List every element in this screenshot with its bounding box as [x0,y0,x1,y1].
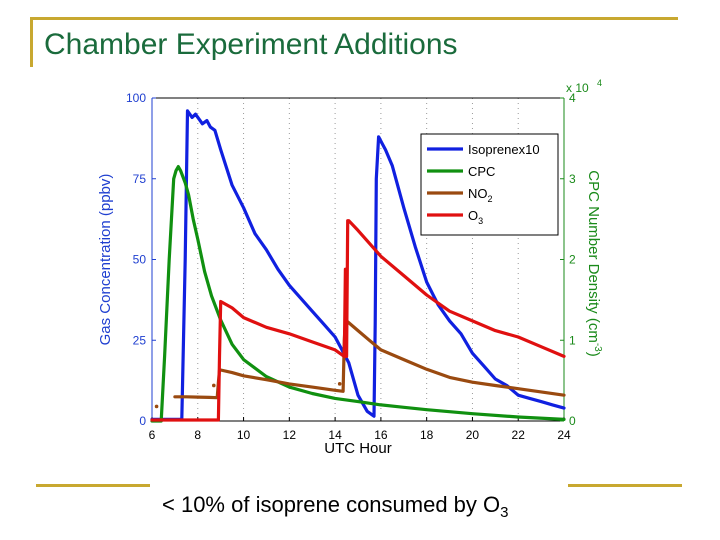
x-tick-label: 14 [328,428,342,442]
y-right-tick-label: 1 [569,333,576,347]
title-left-rule [30,17,33,67]
x-tick-label: 22 [512,428,526,442]
y-right-tick-label: 2 [569,253,576,267]
caption-subscript: 3 [500,504,509,521]
series-point-no2-dot [337,382,342,386]
legend-label: NO2 [468,186,493,204]
x-tick-label: 10 [237,428,251,442]
x-axis-title: UTC Hour [324,440,392,457]
y-right-title-superscript: -3 [592,343,603,352]
slide-title: Chamber Experiment Additions [44,28,458,61]
x-tick-label: 12 [283,428,297,442]
legend-label: Isoprenex10 [468,142,540,157]
y-left-tick-label: 75 [133,172,147,186]
y-left-axis-title: Gas Concentration (ppbv) [97,174,114,346]
legend-label-text: Isoprenex10 [468,142,540,157]
x-tick-label: 24 [557,428,571,442]
legend-label-text: CPC [468,164,495,179]
title-top-rule [30,17,678,20]
x-tick-label: 8 [194,428,201,442]
legend-label: O3 [468,208,483,226]
x-tick-label: 16 [374,428,388,442]
series-point-no2-dot [212,383,216,388]
caption-right-rule [568,484,682,487]
x-tick-label: 6 [149,428,156,442]
y-left-tick-label: 25 [133,333,147,347]
series-line-o3 [150,219,566,422]
series-point-no2-dot [154,404,159,409]
right-axis-multiplier: x 10 [566,81,589,95]
x-tick-label: 20 [466,428,480,442]
legend-label-subscript: 3 [478,216,483,226]
y-right-tick-label: 0 [569,414,576,428]
y-left-tick-label: 50 [133,253,147,267]
x-tick-label: 18 [420,428,434,442]
legend-label-text: O [468,208,478,223]
y-left-tick-label: 0 [139,414,146,428]
series-line-isoprene-x-10 [150,109,566,421]
y-right-tick-label: 3 [569,172,576,186]
slide-caption: < 10% of isoprene consumed by O3 [162,492,509,521]
y-right-title-close: ) [585,352,602,357]
y-right-title-main: CPC Number Density (cm [585,170,602,343]
right-axis-multiplier-exponent: 4 [597,78,602,88]
caption-text: < 10% of isoprene consumed by O [162,492,501,517]
series-line-cpc [150,165,566,423]
y-right-tick-label: 4 [569,91,576,105]
legend-box [420,133,559,236]
legend-label: CPC [468,164,495,179]
y-right-axis-title: CPC Number Density (cm-3) [585,170,603,356]
legend-label-text: NO [468,186,488,201]
caption-left-rule [36,484,150,487]
legend-label-subscript: 2 [488,194,493,204]
y-left-tick-label: 100 [126,91,146,105]
